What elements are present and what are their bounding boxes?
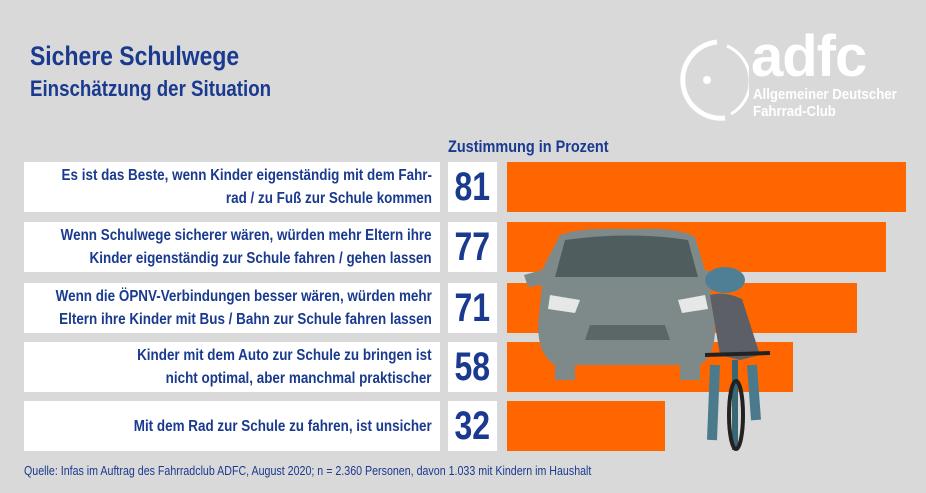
logo-subtitle: Allgemeiner Deutscher Fahrrad-Club [753,86,897,120]
category-label-line: rad / zu Fuß zur Schule kommen [225,190,432,207]
category-label: Mit dem Rad zur Schule zu fahren, ist un… [24,401,440,451]
bar [507,162,906,212]
category-label: Wenn die ÖPNV-Verbindungen besser wären,… [24,283,440,333]
axis-label: Zustimmung in Prozent [448,137,609,156]
data-label-value: 58 [454,345,491,389]
category-label-line: Eltern ihre Kinder mit Bus / Bahn zur Sc… [59,311,433,328]
wheel-logo-icon [680,39,749,121]
source-note: Quelle: Infas im Auftrag des Fahrradclub… [24,463,592,478]
category-label: Kinder mit dem Auto zur Schule zu bringe… [24,342,440,392]
category-label-line: Mit dem Rad zur Schule zu fahren, ist un… [134,417,432,435]
data-label-value: 71 [454,286,491,330]
data-label: 32 [448,401,497,451]
data-label: 77 [448,222,497,272]
bar [507,401,665,451]
logo-subtitle-line1: Allgemeiner Deutscher [753,86,897,103]
category-label-line: Es ist das Beste, wenn Kinder eigenständ… [61,167,432,184]
adfc-logo: adfc Allgemeiner Deutscher Fahrrad-Club [665,28,910,126]
category-label-line: Wenn die ÖPNV-Verbindungen besser wären,… [55,288,432,305]
logo-subtitle-line2: Fahrrad-Club [753,103,836,120]
category-label: Wenn Schulwege sicherer wären, würden me… [24,222,440,272]
car-cyclist-illustration [524,228,771,451]
category-label-line: Kinder eigenständig zur Schule fahren / … [89,250,432,267]
category-label-line: Wenn Schulwege sicherer wären, würden me… [61,227,432,244]
data-label: 58 [448,342,497,392]
data-label-value: 32 [454,404,491,448]
chart-subtitle: Einschätzung der Situation [30,76,272,101]
category-label: Es ist das Beste, wenn Kinder eigenständ… [24,162,440,212]
data-label-value: 81 [454,165,491,209]
category-label-line: nicht optimal, aber manchmal praktischer [166,370,432,387]
chart-title: Sichere Schulwege [30,41,240,71]
data-label: 81 [448,162,497,212]
category-label-line: Kinder mit dem Auto zur Schule zu bringe… [137,347,432,364]
data-label: 71 [448,283,497,333]
data-label-value: 77 [454,225,491,269]
logo-word: adfc [751,24,867,89]
